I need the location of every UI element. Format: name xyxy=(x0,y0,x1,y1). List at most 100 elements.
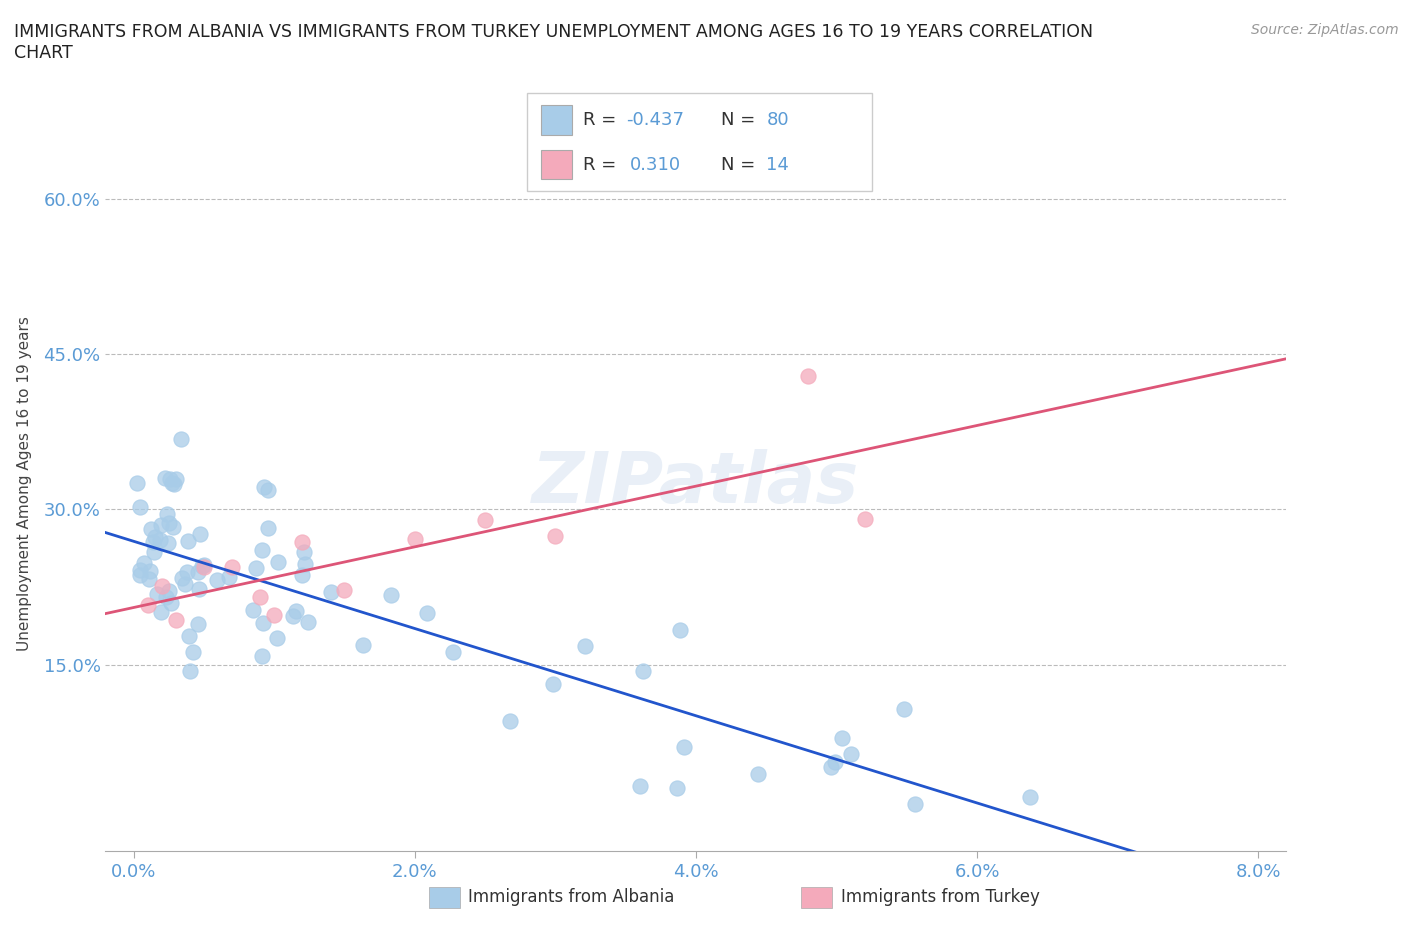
Point xyxy=(173,577,195,591)
Point xyxy=(149,604,172,619)
Text: Source: ZipAtlas.com: Source: ZipAtlas.com xyxy=(1251,23,1399,37)
Point xyxy=(297,614,319,629)
Point xyxy=(157,584,180,599)
Point xyxy=(441,644,464,659)
Point xyxy=(165,612,187,627)
Point xyxy=(253,480,276,495)
Point xyxy=(292,544,315,559)
Point xyxy=(125,475,148,490)
Point xyxy=(163,477,186,492)
Point xyxy=(285,604,308,618)
Point xyxy=(820,760,842,775)
Point xyxy=(188,581,211,596)
Point xyxy=(499,713,522,728)
Point xyxy=(333,583,356,598)
Point xyxy=(143,544,166,559)
Point xyxy=(143,530,166,545)
Point xyxy=(266,554,288,569)
Point xyxy=(416,605,439,620)
Point xyxy=(179,663,201,678)
Point xyxy=(193,560,215,575)
Point xyxy=(129,567,152,582)
Point xyxy=(669,622,692,637)
Point xyxy=(156,507,179,522)
Point xyxy=(142,535,165,550)
Point xyxy=(165,472,187,486)
Point xyxy=(170,432,193,446)
Text: IMMIGRANTS FROM ALBANIA VS IMMIGRANTS FROM TURKEY UNEMPLOYMENT AMONG AGES 16 TO : IMMIGRANTS FROM ALBANIA VS IMMIGRANTS FR… xyxy=(14,23,1094,62)
Point xyxy=(574,639,596,654)
Point xyxy=(177,629,200,644)
Point xyxy=(1018,790,1040,804)
Text: 14: 14 xyxy=(766,155,789,174)
Point xyxy=(893,702,915,717)
Text: -0.437: -0.437 xyxy=(626,111,683,129)
Point xyxy=(138,572,160,587)
Point xyxy=(187,565,209,579)
Point xyxy=(156,536,179,551)
Point xyxy=(291,567,314,582)
Point xyxy=(672,739,695,754)
Point xyxy=(839,747,862,762)
Point xyxy=(245,561,267,576)
Point xyxy=(128,499,150,514)
Point xyxy=(380,588,402,603)
Point xyxy=(205,573,228,588)
Point xyxy=(249,590,271,604)
Text: Immigrants from Turkey: Immigrants from Turkey xyxy=(841,888,1039,907)
Point xyxy=(281,608,304,623)
Point xyxy=(145,587,167,602)
Point xyxy=(190,526,212,541)
Point xyxy=(544,529,567,544)
Point xyxy=(831,731,853,746)
Point xyxy=(631,663,654,678)
Point xyxy=(157,515,180,530)
Text: N =: N = xyxy=(721,155,761,174)
Point xyxy=(155,590,177,604)
Point xyxy=(160,476,183,491)
Point xyxy=(221,559,243,574)
Point xyxy=(252,616,274,631)
Point xyxy=(176,565,198,579)
Point xyxy=(129,563,152,578)
Point xyxy=(541,677,564,692)
Text: 0.310: 0.310 xyxy=(630,155,681,174)
Point xyxy=(294,557,316,572)
Text: Immigrants from Albania: Immigrants from Albania xyxy=(468,888,675,907)
Point xyxy=(242,603,264,618)
Point xyxy=(266,631,288,645)
Point xyxy=(150,579,173,594)
Point xyxy=(257,520,280,535)
Point xyxy=(170,571,193,586)
Point xyxy=(263,607,285,622)
Point xyxy=(187,617,209,631)
Point xyxy=(352,638,374,653)
Point xyxy=(218,570,240,585)
Point xyxy=(134,555,156,570)
Point xyxy=(160,596,183,611)
Point xyxy=(665,781,688,796)
Point xyxy=(797,368,820,383)
Point xyxy=(177,534,200,549)
Point xyxy=(747,766,769,781)
Point xyxy=(191,559,214,574)
Point xyxy=(150,518,173,533)
Point xyxy=(291,535,314,550)
Point xyxy=(162,519,184,534)
Point xyxy=(153,471,176,485)
Point xyxy=(181,644,204,659)
Point xyxy=(250,542,273,557)
Text: R =: R = xyxy=(583,111,623,129)
Point xyxy=(256,483,278,498)
Text: R =: R = xyxy=(583,155,628,174)
Point xyxy=(321,585,343,600)
Point xyxy=(903,796,925,811)
Text: 80: 80 xyxy=(766,111,789,129)
Text: N =: N = xyxy=(721,111,761,129)
Point xyxy=(404,532,426,547)
Point xyxy=(824,754,846,769)
Point xyxy=(250,649,273,664)
Point xyxy=(138,564,160,578)
Point xyxy=(193,558,215,573)
Point xyxy=(149,533,172,548)
